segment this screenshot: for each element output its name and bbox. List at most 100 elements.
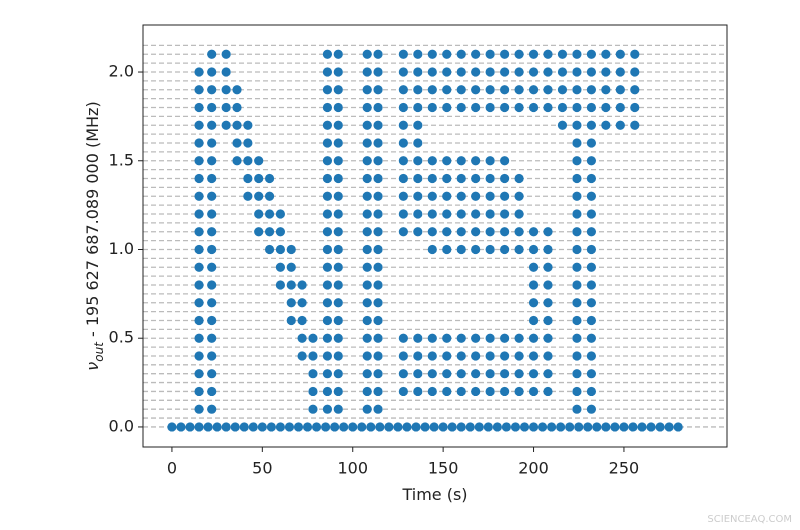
point <box>293 422 304 432</box>
point <box>286 280 296 290</box>
point <box>630 85 640 95</box>
point <box>572 120 582 130</box>
point <box>357 422 367 432</box>
point <box>393 422 403 432</box>
point <box>373 102 383 113</box>
point <box>413 227 423 237</box>
point <box>413 386 423 397</box>
point <box>362 85 372 95</box>
point <box>442 333 452 343</box>
point <box>373 49 383 59</box>
point <box>528 351 539 361</box>
point <box>572 351 582 361</box>
point <box>207 244 217 255</box>
point <box>500 191 510 201</box>
point <box>373 280 383 290</box>
point <box>322 67 333 77</box>
point <box>586 315 596 326</box>
point <box>221 422 231 432</box>
point <box>572 404 582 414</box>
point <box>243 173 253 184</box>
point <box>514 209 524 219</box>
point <box>543 369 553 379</box>
point <box>485 156 495 166</box>
point <box>207 333 217 343</box>
point <box>373 315 383 326</box>
point <box>373 138 383 148</box>
point <box>514 369 524 379</box>
point <box>619 422 629 432</box>
point <box>284 422 295 432</box>
point <box>557 67 568 77</box>
point <box>664 422 674 432</box>
point <box>398 351 408 361</box>
point <box>398 227 408 237</box>
point <box>485 102 495 113</box>
point <box>474 422 484 432</box>
point <box>375 422 385 432</box>
point <box>322 386 333 397</box>
point <box>485 351 495 361</box>
point <box>275 209 286 219</box>
point <box>483 422 493 432</box>
point <box>514 191 524 201</box>
point <box>500 102 510 113</box>
point <box>485 191 495 201</box>
point <box>471 386 481 397</box>
point <box>471 351 481 361</box>
point <box>322 298 333 308</box>
point <box>207 262 217 272</box>
point <box>543 244 553 255</box>
point <box>311 422 322 432</box>
point <box>485 333 495 343</box>
point <box>442 209 452 219</box>
x-tick-label: 200 <box>518 459 549 478</box>
point <box>275 422 286 432</box>
point <box>333 49 343 59</box>
point <box>413 333 423 343</box>
point <box>514 85 524 95</box>
point <box>322 49 333 59</box>
point <box>398 67 408 77</box>
point <box>442 67 452 77</box>
point <box>456 227 466 237</box>
point <box>362 298 372 308</box>
point <box>373 262 383 272</box>
point <box>456 369 466 379</box>
point <box>442 191 452 201</box>
point <box>286 315 296 326</box>
point <box>442 102 452 113</box>
point <box>194 351 204 361</box>
point <box>427 85 437 95</box>
point <box>275 262 286 272</box>
point <box>442 369 452 379</box>
point <box>373 351 383 361</box>
point <box>207 85 217 95</box>
point <box>362 404 372 414</box>
point <box>586 138 596 148</box>
point <box>398 120 408 130</box>
y-label-text: - 195 627 687.089 000 (MHz) <box>83 101 102 342</box>
point <box>586 173 596 184</box>
point <box>333 386 343 397</box>
point <box>427 227 437 237</box>
point <box>373 209 383 219</box>
point <box>286 262 296 272</box>
point <box>442 386 452 397</box>
point <box>333 315 343 326</box>
point <box>264 191 275 201</box>
point <box>373 244 383 255</box>
point <box>442 173 452 184</box>
point <box>572 209 582 219</box>
point <box>500 173 510 184</box>
point <box>322 315 333 326</box>
point <box>194 244 204 255</box>
point <box>339 422 349 432</box>
point <box>333 262 343 272</box>
point <box>264 209 275 219</box>
point <box>427 351 437 361</box>
point <box>194 85 204 95</box>
point <box>302 422 313 432</box>
point <box>456 156 466 166</box>
point <box>528 67 539 77</box>
